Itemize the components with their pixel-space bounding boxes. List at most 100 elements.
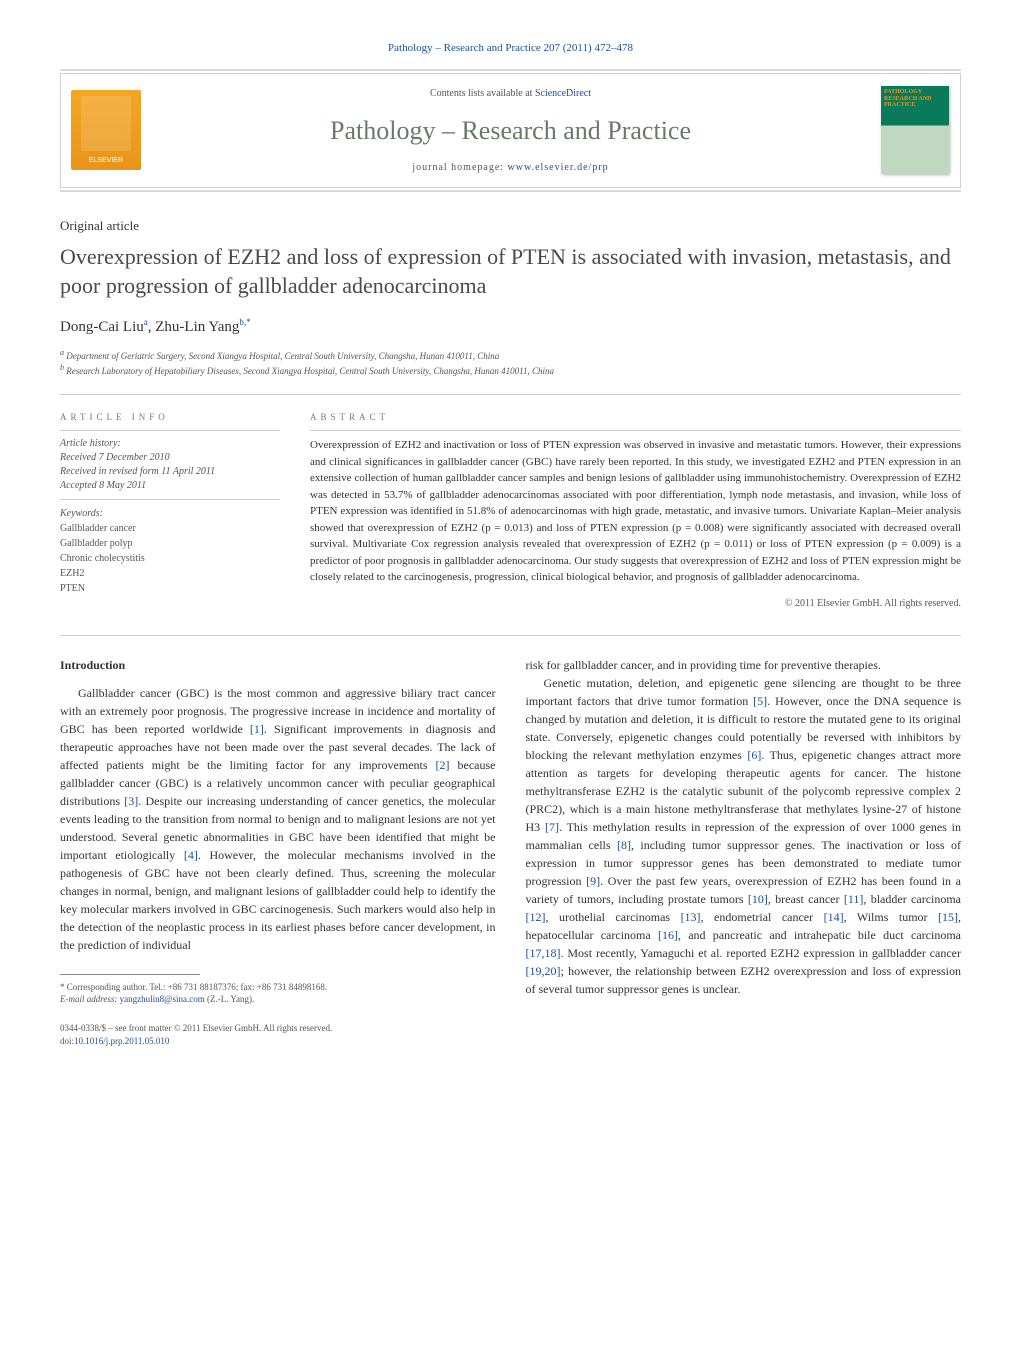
ref-11[interactable]: [11] xyxy=(844,892,864,906)
affiliation-b-text: Research Laboratory of Hepatobiliary Dis… xyxy=(66,366,554,376)
footnote-email-link[interactable]: yangzhulin8@sina.com xyxy=(120,994,205,1004)
footnote-email-line: E-mail address: yangzhulin8@sina.com (Z.… xyxy=(60,993,496,1006)
ref-4[interactable]: [4] xyxy=(184,848,198,862)
article-info-heading: article info xyxy=(60,411,280,425)
keyword-4: PTEN xyxy=(60,581,280,596)
c2-o: ; however, the relationship between EZH2… xyxy=(526,964,962,996)
elsevier-logo[interactable]: ELSEVIER xyxy=(71,90,141,170)
ref-17-18[interactable]: [17,18] xyxy=(526,946,561,960)
affiliation-a: a Department of Geriatric Surgery, Secon… xyxy=(60,347,961,363)
ref-14[interactable]: [14] xyxy=(824,910,844,924)
divider-bottom xyxy=(60,190,961,192)
c2-m: , and pancreatic and intrahepatic bile d… xyxy=(678,928,961,942)
homepage-line: journal homepage: www.elsevier.de/prp xyxy=(151,160,870,175)
ref-13[interactable]: [13] xyxy=(681,910,701,924)
history-label: Article history: xyxy=(60,437,280,451)
col2-paragraph-1: Genetic mutation, deletion, and epigenet… xyxy=(526,674,962,998)
article-info-column: article info Article history: Received 7… xyxy=(60,411,280,611)
ref-8[interactable]: [8] xyxy=(617,838,631,852)
c2-h: , bladder carcinoma xyxy=(863,892,961,906)
citation-link[interactable]: Pathology – Research and Practice 207 (2… xyxy=(388,42,633,54)
author-2: Zhu-Lin Yang xyxy=(155,319,239,335)
keyword-1: Gallbladder polyp xyxy=(60,536,280,551)
contents-text: Contents lists available at xyxy=(430,88,532,99)
publisher-logo-container: ELSEVIER xyxy=(61,74,151,187)
footer-doi-line: doi:10.1016/j.prp.2011.05.010 xyxy=(60,1035,961,1048)
footnote-email-label: E-mail address: xyxy=(60,994,117,1004)
ref-16[interactable]: [16] xyxy=(658,928,678,942)
c2-g: , breast cancer xyxy=(768,892,844,906)
keywords-label: Keywords: xyxy=(60,506,280,521)
col2-continuation: risk for gallbladder cancer, and in prov… xyxy=(526,656,962,674)
abstract-copyright: © 2011 Elsevier GmbH. All rights reserve… xyxy=(310,596,961,611)
contents-line: Contents lists available at ScienceDirec… xyxy=(151,86,870,101)
article-history: Article history: Received 7 December 201… xyxy=(60,437,280,493)
author-2-corresponding: * xyxy=(246,317,251,327)
journal-cover-title: PATHOLOGY RESEARCH AND PRACTICE xyxy=(884,89,946,109)
keywords-block: Keywords: Gallbladder cancer Gallbladder… xyxy=(60,506,280,596)
ref-6[interactable]: [6] xyxy=(747,748,761,762)
footer-issn: 0344-0338/$ – see front matter © 2011 El… xyxy=(60,1022,961,1035)
info-abstract-row: article info Article history: Received 7… xyxy=(60,411,961,611)
history-revised: Received in revised form 11 April 2011 xyxy=(60,465,280,479)
abstract-heading: abstract xyxy=(310,411,961,425)
header-box: ELSEVIER Contents lists available at Sci… xyxy=(60,73,961,188)
affiliations: a Department of Geriatric Surgery, Secon… xyxy=(60,347,961,378)
footnote-email-name: (Z.-L. Yang). xyxy=(207,994,254,1004)
introduction-heading: Introduction xyxy=(60,656,496,674)
c2-i: , urothelial carcinomas xyxy=(546,910,681,924)
ref-1[interactable]: [1] xyxy=(250,722,264,736)
homepage-label: journal homepage: xyxy=(412,162,504,173)
homepage-link[interactable]: www.elsevier.de/prp xyxy=(508,162,609,173)
abstract-column: abstract Overexpression of EZH2 and inac… xyxy=(310,411,961,611)
sciencedirect-link[interactable]: ScienceDirect xyxy=(535,88,591,99)
ref-3[interactable]: [3] xyxy=(124,794,138,808)
article-body-divider xyxy=(60,394,961,395)
elsevier-logo-text: ELSEVIER xyxy=(89,156,123,167)
ref-12[interactable]: [12] xyxy=(526,910,546,924)
author-1-affil: a xyxy=(144,317,148,327)
ref-2[interactable]: [2] xyxy=(436,758,450,772)
footer-info: 0344-0338/$ – see front matter © 2011 El… xyxy=(60,1022,961,1047)
c2-j: , endometrial cancer xyxy=(701,910,824,924)
affiliation-b: b Research Laboratory of Hepatobiliary D… xyxy=(60,362,961,378)
journal-name: Pathology – Research and Practice xyxy=(151,111,870,150)
footer-doi-label: doi: xyxy=(60,1036,74,1046)
ref-15[interactable]: [15] xyxy=(938,910,958,924)
ref-19-20[interactable]: [19,20] xyxy=(526,964,561,978)
journal-cover-container: PATHOLOGY RESEARCH AND PRACTICE xyxy=(870,74,960,187)
authors: Dong-Cai Liua, Zhu-Lin Yangb,* xyxy=(60,316,961,339)
p1-e: . However, the molecular mechanisms invo… xyxy=(60,848,496,952)
article-type: Original article xyxy=(60,216,961,236)
history-accepted: Accepted 8 May 2011 xyxy=(60,479,280,493)
keyword-3: EZH2 xyxy=(60,566,280,581)
header-citation: Pathology – Research and Practice 207 (2… xyxy=(60,40,961,57)
intro-paragraph-1: Gallbladder cancer (GBC) is the most com… xyxy=(60,684,496,954)
ref-7[interactable]: [7] xyxy=(545,820,559,834)
c2-n: . Most recently, Yamaguchi et al. report… xyxy=(561,946,962,960)
footer-doi-link[interactable]: 10.1016/j.prp.2011.05.010 xyxy=(74,1036,169,1046)
abstract-divider xyxy=(310,430,961,431)
footnote-tel: * Corresponding author. Tel.: +86 731 88… xyxy=(60,981,496,994)
c2-k: , Wilms tumor xyxy=(844,910,938,924)
ref-5[interactable]: [5] xyxy=(753,694,767,708)
info-divider-1 xyxy=(60,430,280,431)
article-title: Overexpression of EZH2 and loss of expre… xyxy=(60,243,961,300)
abstract-text: Overexpression of EZH2 and inactivation … xyxy=(310,437,961,586)
history-received: Received 7 December 2010 xyxy=(60,451,280,465)
keyword-2: Chronic cholecystitis xyxy=(60,551,280,566)
header-center: Contents lists available at ScienceDirec… xyxy=(151,74,870,187)
ref-10[interactable]: [10] xyxy=(748,892,768,906)
ref-9[interactable]: [9] xyxy=(586,874,600,888)
author-1: Dong-Cai Liu xyxy=(60,319,144,335)
keyword-0: Gallbladder cancer xyxy=(60,521,280,536)
column-right: risk for gallbladder cancer, and in prov… xyxy=(526,656,962,1006)
affiliation-a-text: Department of Geriatric Surgery, Second … xyxy=(66,351,499,361)
body-columns: Introduction Gallbladder cancer (GBC) is… xyxy=(60,656,961,1006)
body-divider xyxy=(60,635,961,636)
journal-cover[interactable]: PATHOLOGY RESEARCH AND PRACTICE xyxy=(881,86,949,174)
column-left: Introduction Gallbladder cancer (GBC) is… xyxy=(60,656,496,1006)
info-divider-2 xyxy=(60,499,280,500)
divider-top xyxy=(60,69,961,71)
corresponding-author-footnote: * Corresponding author. Tel.: +86 731 88… xyxy=(60,981,496,1006)
